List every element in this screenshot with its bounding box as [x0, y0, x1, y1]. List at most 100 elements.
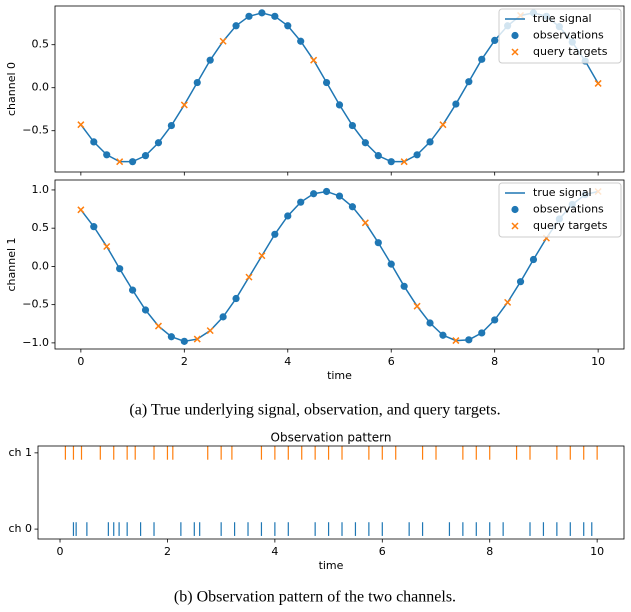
observation-point [258, 9, 266, 17]
legend: true signal observations query targets [498, 8, 622, 64]
observation-point [361, 139, 369, 147]
legend-box [498, 8, 622, 64]
observation-point [103, 151, 111, 159]
legend-handle [511, 31, 519, 40]
observation-point [374, 152, 382, 160]
observation-point [271, 12, 279, 20]
query-point [219, 37, 227, 45]
observation-point [491, 316, 499, 324]
observation-point [348, 121, 357, 130]
observation-point [322, 187, 331, 196]
x-tick-label: 6 [388, 355, 395, 368]
x-tick-label: 2 [164, 545, 171, 558]
plot-frame [37, 445, 625, 540]
observation-point [452, 100, 460, 108]
query-point [206, 327, 214, 335]
query-point [439, 121, 447, 129]
observation-point [128, 286, 137, 294]
observation-point [322, 78, 331, 87]
x-tick-label: 8 [491, 355, 498, 368]
observation-point [400, 282, 408, 290]
legend: true signal observations query targets [498, 182, 622, 238]
query-point [103, 242, 111, 251]
caption: (b) Observation pattern of the two chann… [174, 589, 456, 606]
observation-point [465, 336, 473, 344]
chart-title: Observation pattern [271, 431, 392, 445]
observation-point [439, 331, 447, 339]
legend-handle [511, 48, 519, 56]
y-axis-label: channel 0 [5, 62, 18, 116]
observation-point [529, 255, 538, 264]
observation-point [297, 37, 305, 45]
x-tick-label: 10 [591, 355, 605, 368]
x-tick-label: 0 [57, 545, 64, 558]
observation-point [141, 152, 150, 160]
legend-label: query targets [533, 219, 608, 232]
legend-label: true signal [533, 12, 592, 25]
y-tick-label: 1.0 [32, 183, 50, 196]
y-axis-label: channel 1 [5, 237, 18, 291]
query-point [594, 79, 602, 87]
observation-point [128, 158, 137, 166]
query-point [193, 335, 201, 343]
y-tick-label: ch 1 [8, 446, 32, 459]
observation-point [335, 192, 344, 200]
observation-point [426, 138, 434, 146]
legend-label: query targets [533, 45, 608, 58]
observation-point [219, 313, 227, 321]
query-point [258, 252, 266, 260]
observation-point [206, 56, 214, 64]
legend-label: observations [533, 29, 604, 42]
observation-point [232, 22, 240, 30]
query-point [116, 158, 124, 166]
query-point [504, 298, 512, 306]
observation-point [284, 212, 292, 220]
x-axis-label: time [327, 369, 352, 382]
observation-point [516, 278, 525, 286]
observation-point [348, 203, 357, 211]
x-tick-label: 10 [590, 545, 604, 558]
observation-point [154, 139, 163, 147]
observation-point [167, 121, 175, 130]
observation-point [426, 319, 434, 327]
x-tick-label: 6 [379, 545, 386, 558]
query-point [77, 206, 85, 214]
query-point [245, 273, 253, 281]
legend-handle [511, 222, 519, 230]
legend-label: observations [533, 203, 604, 216]
query-point [77, 121, 85, 129]
query-point [452, 337, 460, 345]
x-tick-label: 2 [181, 355, 188, 368]
y-tick-label: 0.5 [32, 38, 50, 51]
y-tick-label: −1.0 [22, 336, 49, 349]
x-axis-label: time [319, 559, 344, 572]
x-tick-label: 4 [284, 355, 291, 368]
observation-point [387, 158, 395, 166]
observation-point [374, 239, 382, 247]
observation-point [232, 294, 240, 303]
observation-point [478, 329, 486, 337]
observation-point [245, 12, 253, 20]
observation-point [90, 138, 98, 146]
observation-point [491, 36, 499, 45]
y-tick-label: 0.0 [32, 259, 50, 272]
y-tick-label: −0.5 [22, 124, 49, 137]
observation-point [116, 265, 124, 273]
observation-point [284, 22, 292, 30]
legend-box [498, 182, 622, 238]
observation-point [193, 78, 201, 87]
legend-handle [511, 205, 519, 214]
observation-point [90, 223, 98, 231]
observation-point [141, 306, 150, 314]
query-point [180, 101, 188, 109]
plot-frame [54, 179, 625, 350]
caption: (a) True underlying signal, observation,… [129, 402, 500, 419]
observation-point [413, 151, 421, 159]
observation-point [335, 101, 344, 109]
observation-point [310, 190, 318, 198]
observation-point [297, 198, 305, 206]
y-tick-label: 0.5 [32, 221, 50, 234]
plot-frame [54, 5, 625, 173]
x-tick-label: 0 [77, 355, 84, 368]
